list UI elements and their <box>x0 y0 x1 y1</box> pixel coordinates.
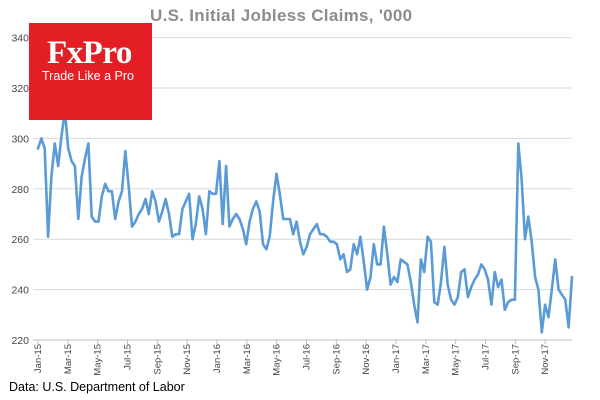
x-tick-label: Sep-17 <box>510 344 521 375</box>
x-tick-label: Mar-17 <box>421 344 432 374</box>
y-tick-label: 260 <box>11 234 29 246</box>
x-tick-label: Mar-15 <box>63 344 74 374</box>
x-tick-label: Sep-16 <box>331 344 342 375</box>
logo-name: FxPro <box>47 35 132 71</box>
x-tick-label: Nov-16 <box>361 344 372 375</box>
x-tick-label: May-17 <box>451 344 462 376</box>
y-tick-label: 300 <box>11 133 29 145</box>
y-axis: 220 240 260 280 300 320 340 <box>11 33 29 347</box>
fxpro-logo: FxPro Trade Like a Pro <box>29 23 152 120</box>
y-tick-label: 280 <box>11 184 29 196</box>
x-tick-label: Jan-17 <box>391 344 402 373</box>
x-tick-label: Mar-16 <box>242 344 253 374</box>
chart-title: U.S. Initial Jobless Claims, '000 <box>150 6 413 25</box>
series-line-jobless-claims <box>36 109 574 334</box>
x-tick-label: Jan-16 <box>212 344 223 373</box>
y-tick-label: 320 <box>11 83 29 95</box>
source-note: Data: U.S. Department of Labor <box>9 380 185 394</box>
x-tick-label: Jul-15 <box>122 344 133 370</box>
x-tick-label: Nov-17 <box>540 344 551 375</box>
x-tick-label: May-15 <box>93 344 104 376</box>
series-layer <box>36 109 574 334</box>
x-tick-label: Jan-15 <box>33 344 44 373</box>
y-tick-label: 220 <box>11 335 29 347</box>
x-tick-label: Sep-15 <box>152 344 163 375</box>
x-tick-label: Nov-15 <box>182 344 193 375</box>
y-tick-label: 340 <box>11 33 29 45</box>
x-tick-label: Jul-17 <box>480 344 491 370</box>
x-tick-label: May-16 <box>272 344 283 376</box>
x-tick-label: Jul-16 <box>301 344 312 370</box>
x-axis: Jan-15 Mar-15 May-15 Jul-15 Sep-15 Nov-15 Jan-… <box>33 339 572 376</box>
y-tick-label: 240 <box>11 285 29 297</box>
logo-tagline: Trade Like a Pro <box>42 69 134 83</box>
